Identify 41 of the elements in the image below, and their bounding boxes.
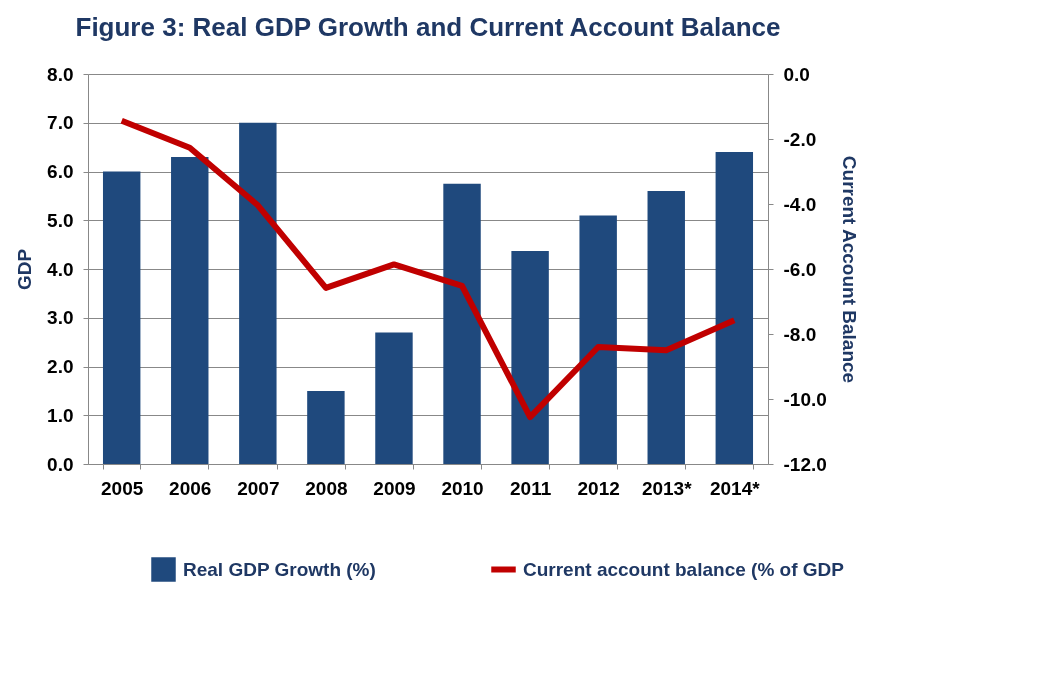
y-tick-label: 7.0 xyxy=(47,112,74,134)
bar xyxy=(715,152,754,464)
y2-tick-label: 0.0 xyxy=(783,63,810,85)
y2-tick-label: -2.0 xyxy=(783,128,817,150)
x-tick-label: 2009 xyxy=(373,477,416,499)
y-tick-label: 0.0 xyxy=(47,453,74,475)
x-tick-label: 2012 xyxy=(577,477,620,499)
bar xyxy=(443,183,481,464)
y2-tick-label: -6.0 xyxy=(783,258,817,280)
y2-tick-label: -10.0 xyxy=(783,388,827,410)
y2-tick-label: -8.0 xyxy=(783,323,817,345)
y-tick-label: 1.0 xyxy=(47,404,74,426)
bar xyxy=(647,191,685,464)
y2-tick-label: -4.0 xyxy=(783,193,817,215)
y-tick-label: 6.0 xyxy=(47,161,74,182)
legend-label: Current account balance (% of GDP xyxy=(523,558,845,580)
bar xyxy=(171,156,209,464)
legend-label: Real GDP Growth (%) xyxy=(183,558,376,580)
x-tick-label: 2010 xyxy=(441,477,484,499)
x-tick-label: 2006 xyxy=(169,477,212,499)
chart-title: Figure 3: Real GDP Growth and Current Account Balance xyxy=(75,12,781,42)
y-tick-label: 8.0 xyxy=(47,63,74,85)
y-tick-label: 2.0 xyxy=(47,356,74,377)
bar xyxy=(375,332,413,464)
x-tick-label: 2007 xyxy=(237,477,280,499)
bar xyxy=(511,250,549,464)
y-tick-label: 4.0 xyxy=(47,258,74,280)
bar xyxy=(102,171,141,464)
y-tick-label: 3.0 xyxy=(47,307,74,329)
bar xyxy=(239,122,277,464)
y-tick-label: 5.0 xyxy=(47,209,74,231)
bar xyxy=(307,390,345,464)
y2-tick-label: -12.0 xyxy=(783,453,827,475)
x-tick-label: 2014* xyxy=(709,477,761,499)
x-tick-label: 2011 xyxy=(509,477,552,499)
bar xyxy=(579,215,617,464)
x-tick-label: 2008 xyxy=(305,477,348,499)
y2-axis-title: Current Account Balance xyxy=(838,155,860,384)
x-tick-label: 2005 xyxy=(101,477,144,499)
x-tick-label: 2013* xyxy=(641,477,693,499)
y-axis-title: GDP xyxy=(14,248,36,291)
